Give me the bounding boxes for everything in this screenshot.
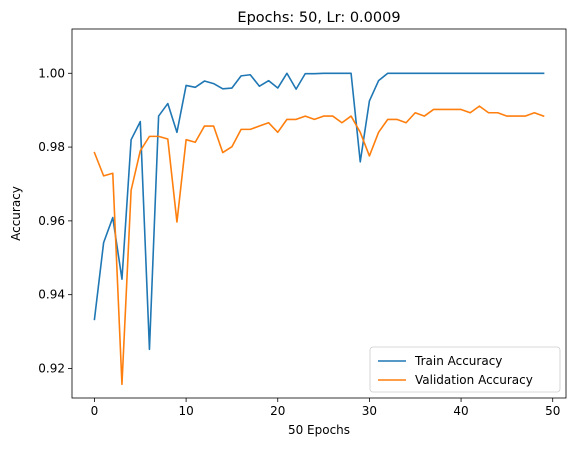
x-tick-label: 20: [270, 404, 285, 418]
series-layer: [93, 72, 545, 386]
x-axis-label: 50 Epochs: [288, 423, 350, 437]
plot-frame: [71, 28, 567, 399]
x-tick-label: 10: [178, 404, 193, 418]
x-tick-label: 30: [362, 404, 377, 418]
y-tick-label: 0.94: [38, 288, 65, 302]
x-tick-label: 50: [545, 404, 560, 418]
x-tick-label: 40: [453, 404, 468, 418]
y-tick-label: 0.98: [38, 140, 65, 154]
y-tick-label: 1.00: [38, 66, 65, 80]
series-line-train: [93, 72, 545, 351]
y-tick-label: 0.92: [38, 361, 65, 375]
y-tick-label: 0.96: [38, 214, 65, 228]
legend-label: Train Accuracy: [414, 354, 502, 368]
chart-title: Epochs: 50, Lr: 0.0009: [237, 10, 400, 26]
series-line-validation: [93, 105, 545, 386]
x-axis: 0 10 20 30 40 50: [91, 398, 560, 418]
x-tick-label: 0: [91, 404, 99, 418]
legend: Train Accuracy Validation Accuracy: [369, 346, 561, 393]
y-axis: 0.92 0.94 0.96 0.98 1.00: [38, 66, 72, 375]
plot-area: [71, 28, 567, 399]
legend-box: [369, 346, 561, 393]
legend-label: Validation Accuracy: [415, 373, 533, 387]
y-axis-label: Accuracy: [9, 186, 23, 241]
